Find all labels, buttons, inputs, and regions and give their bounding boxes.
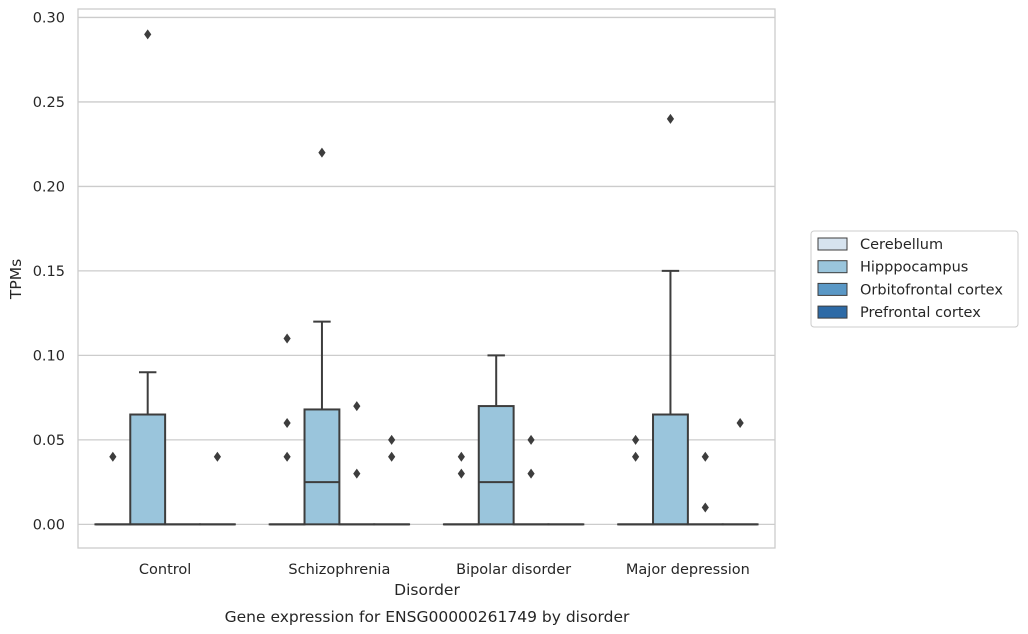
box-10: [512, 434, 550, 526]
outlier-point: [353, 468, 361, 479]
box-body: [129, 413, 167, 526]
chart-caption: Gene expression for ENSG00000261749 by d…: [225, 608, 630, 626]
legend-swatch: [817, 305, 848, 319]
outlier-point: [527, 434, 535, 445]
legend-label: Cerebellum: [860, 237, 943, 253]
outlier-point: [283, 417, 291, 428]
outlier-point: [283, 333, 291, 344]
gridlines: [78, 16, 775, 525]
box-4: [268, 333, 306, 526]
legend-swatch: [817, 237, 848, 251]
outlier-point: [318, 147, 326, 158]
box-7: [373, 434, 411, 526]
legend-label: Orbitofrontal cortex: [860, 282, 1003, 298]
outlier-point: [388, 434, 396, 445]
outlier-point: [388, 451, 396, 462]
x-tick-label: Major depression: [626, 562, 750, 578]
outlier-point: [736, 417, 744, 428]
box-6: [338, 401, 376, 526]
outlier-point: [527, 468, 535, 479]
outlier-point: [283, 451, 291, 462]
box-8: [442, 451, 480, 526]
box-12: [617, 434, 655, 526]
x-tick-label: Bipolar disorder: [456, 562, 571, 578]
outlier-point: [353, 401, 361, 412]
y-tick-label: 0.00: [33, 517, 65, 533]
plot-frame: [77, 8, 776, 549]
outlier-point: [144, 29, 152, 40]
outlier-point: [109, 451, 117, 462]
legend-label: Hipppocampus: [860, 260, 968, 276]
y-tick-label: 0.05: [33, 433, 65, 449]
box-3: [198, 451, 236, 526]
box-15: [721, 417, 759, 526]
y-tick-label: 0.15: [33, 264, 65, 280]
box-9: [477, 354, 515, 526]
legend-swatch: [817, 282, 848, 296]
outlier-point: [213, 451, 221, 462]
x-tick-label: Control: [139, 562, 191, 578]
legend: Cerebellum Hipppocampus Orbitofrontal cort…: [810, 230, 1019, 328]
box-14: [686, 451, 724, 526]
y-axis-label: TPMs: [7, 259, 25, 300]
box-5: [303, 147, 341, 526]
outlier-point: [632, 451, 640, 462]
outlier-point: [701, 451, 709, 462]
outlier-point: [457, 451, 465, 462]
x-axis-label: Disorder: [394, 581, 460, 599]
plot-area: [94, 29, 759, 526]
box-body: [303, 408, 341, 526]
box-0: [94, 451, 132, 526]
box-13: [652, 113, 689, 526]
box-body: [652, 413, 689, 526]
y-axis-ticks: 0.00 0.05 0.10 0.15 0.20 0.25 0.30: [33, 10, 65, 533]
x-tick-label: Schizophrenia: [288, 562, 390, 578]
y-tick-label: 0.30: [33, 10, 65, 26]
box-1: [129, 29, 167, 526]
outlier-point: [457, 468, 465, 479]
box-body: [477, 405, 515, 526]
y-tick-label: 0.20: [33, 179, 65, 195]
y-tick-label: 0.25: [33, 95, 65, 111]
legend-label: Prefrontal cortex: [860, 305, 981, 321]
legend-frame: [810, 230, 1019, 328]
outlier-point: [666, 113, 675, 124]
x-axis-ticks: Control Schizophrenia Bipolar disorder Majo…: [139, 562, 750, 578]
outlier-point: [632, 434, 640, 445]
outlier-point: [701, 502, 709, 513]
y-tick-label: 0.10: [33, 348, 65, 364]
legend-swatch: [817, 260, 848, 274]
